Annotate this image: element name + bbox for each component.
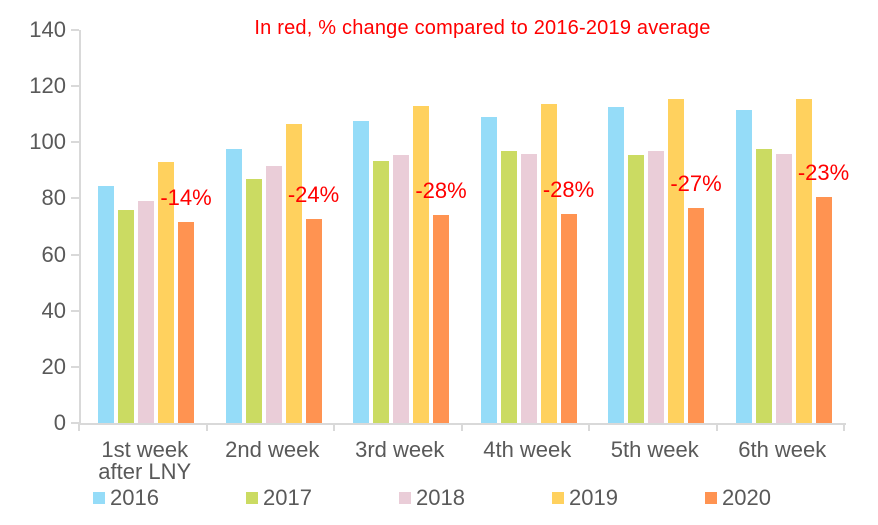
legend-item-2020: 2020 (691, 485, 844, 511)
legend-label: 2020 (722, 485, 771, 510)
chart-title: In red, % change compared to 2016-2019 a… (254, 17, 711, 39)
bar-2017-wk2 (245, 178, 262, 423)
x-axis-category-label: 2nd week (209, 439, 337, 461)
y-axis-label: 140 (29, 17, 66, 42)
x-axis-tick (588, 423, 590, 431)
bar-2016-wk6 (735, 110, 752, 423)
x-axis-category-line: 1st week (101, 437, 189, 462)
plot-area: -14% -24% -28% -28% -27% -23% 1st week after LN… (79, 30, 850, 483)
y-axis-label: 20 (41, 353, 66, 379)
y-axis-label: 80 (41, 185, 66, 211)
y-axis-tick (71, 309, 79, 312)
y-axis-tick (71, 253, 79, 256)
legend-swatch-icon (705, 492, 717, 504)
x-axis-tick (333, 423, 335, 431)
legend-item-2016: 2016 (79, 485, 232, 511)
bar-2019-wk2 (285, 124, 302, 423)
pct-change-label: -28% (542, 176, 595, 202)
pct-change-label: -24% (287, 182, 340, 208)
legend-swatch-icon (552, 492, 564, 504)
x-axis-category-line: 4th week (483, 437, 572, 462)
x-axis-tick (205, 423, 208, 431)
legend-item-2019: 2019 (538, 485, 691, 511)
bar-2019-wk4 (540, 104, 557, 423)
x-axis-tick (78, 423, 80, 431)
bar-2018-wk3 (393, 154, 409, 423)
x-axis-category-line: 3rd week (355, 437, 445, 462)
y-axis-tick (71, 365, 79, 368)
x-axis-category-line: 5th week (610, 437, 699, 462)
legend-item-2018: 2018 (385, 485, 538, 511)
y-axis-tick (71, 197, 79, 200)
y-axis-label: 40 (41, 297, 66, 323)
bar-2016-wk1 (98, 185, 114, 423)
bar-2019-wk6 (795, 98, 812, 423)
bar-2020-wk4 (560, 213, 577, 423)
x-axis-category-line: 6th week (738, 437, 827, 462)
x-axis-category-label: 1st week after LNY (81, 439, 209, 483)
legend-swatch-icon (93, 492, 105, 504)
bar-2020-wk5 (688, 208, 704, 423)
legend: 2016 2017 2018 2019 2020 (79, 485, 844, 511)
bar-2016-wk4 (480, 117, 497, 423)
bar-2017-wk3 (373, 160, 389, 423)
bar-2020-wk6 (815, 197, 832, 423)
y-axis-tick (71, 29, 79, 31)
bar-2019-wk3 (413, 105, 429, 423)
legend-label: 2019 (569, 485, 618, 510)
y-axis-label: 120 (29, 73, 66, 99)
x-axis-category-label: 6th week (719, 439, 847, 461)
bar-2019-wk5 (668, 98, 684, 423)
legend-swatch-icon (246, 492, 258, 504)
legend-label: 2018 (416, 485, 465, 510)
x-axis-category-label: 5th week (591, 439, 719, 461)
legend-swatch-icon (399, 492, 411, 504)
bar-2018-wk2 (265, 166, 282, 423)
pct-change-label: -27% (670, 171, 722, 197)
x-axis-tick (460, 423, 463, 431)
bar-2018-wk5 (648, 150, 664, 423)
legend-item-2017: 2017 (232, 485, 385, 511)
y-axis-tick (71, 85, 79, 88)
pct-change-label: -23% (797, 160, 850, 186)
bar-2016-wk3 (353, 121, 369, 423)
x-axis-category-line: 2nd week (225, 437, 320, 462)
y-axis-tick (71, 141, 79, 144)
bar-2017-wk4 (500, 150, 517, 423)
x-axis-category-label: 3rd week (336, 439, 464, 461)
x-axis-tick (843, 423, 845, 431)
pct-change-label: -28% (415, 178, 467, 204)
legend-label: 2017 (263, 485, 312, 510)
y-axis-label: 100 (29, 129, 66, 155)
bar-2017-wk5 (628, 154, 644, 423)
bar-2016-wk2 (225, 149, 242, 423)
bar-2017-wk6 (755, 149, 772, 423)
legend-label: 2016 (110, 485, 159, 510)
y-axis-label: 60 (41, 241, 66, 267)
x-axis-tick (715, 423, 718, 431)
y-axis-label: 0 (53, 410, 66, 435)
y-axis-tick (71, 422, 79, 424)
pct-change-label: -14% (160, 185, 212, 211)
bar-2018-wk1 (138, 201, 154, 423)
bar-2018-wk4 (520, 153, 537, 423)
bar-2016-wk5 (608, 107, 624, 423)
bar-2020-wk2 (305, 219, 322, 423)
bar-2020-wk3 (433, 215, 449, 423)
x-axis-category-label: 4th week (464, 439, 592, 461)
x-axis-category-line: after LNY (98, 459, 192, 484)
bar-2017-wk1 (118, 209, 134, 423)
bar-2018-wk6 (775, 153, 792, 423)
bar-2020-wk1 (178, 222, 194, 423)
bar-2019-wk1 (158, 161, 174, 423)
